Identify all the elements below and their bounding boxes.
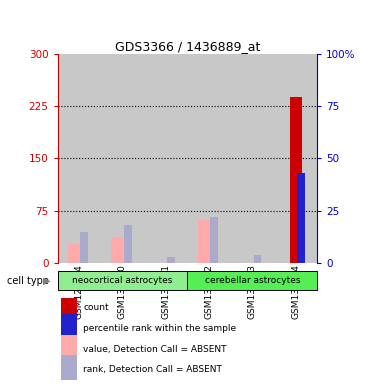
Bar: [60, 356, 77, 384]
Bar: [289, 97, 302, 263]
Bar: [111, 237, 123, 263]
Bar: [274, 54, 317, 263]
Bar: [68, 243, 80, 263]
Bar: [210, 217, 218, 263]
Bar: [187, 54, 231, 263]
Text: ▶: ▶: [43, 276, 50, 286]
Bar: [60, 293, 77, 323]
Bar: [58, 54, 101, 263]
Bar: [144, 54, 187, 263]
Bar: [124, 225, 132, 263]
Text: rank, Detection Call = ABSENT: rank, Detection Call = ABSENT: [83, 365, 222, 374]
Text: cell type: cell type: [7, 276, 49, 286]
Text: neocortical astrocytes: neocortical astrocytes: [72, 276, 173, 285]
Bar: [60, 314, 77, 343]
Bar: [231, 54, 274, 263]
Title: GDS3366 / 1436889_at: GDS3366 / 1436889_at: [115, 40, 260, 53]
Text: percentile rank within the sample: percentile rank within the sample: [83, 324, 236, 333]
Text: value, Detection Call = ABSENT: value, Detection Call = ABSENT: [83, 345, 227, 354]
Bar: [60, 335, 77, 364]
Bar: [187, 271, 317, 290]
Bar: [101, 54, 144, 263]
Bar: [58, 271, 187, 290]
Bar: [254, 255, 262, 263]
Bar: [198, 220, 210, 263]
Text: count: count: [83, 303, 109, 313]
Bar: [81, 232, 88, 263]
Text: cerebellar astrocytes: cerebellar astrocytes: [204, 276, 300, 285]
Bar: [167, 257, 175, 263]
Bar: [297, 173, 305, 263]
